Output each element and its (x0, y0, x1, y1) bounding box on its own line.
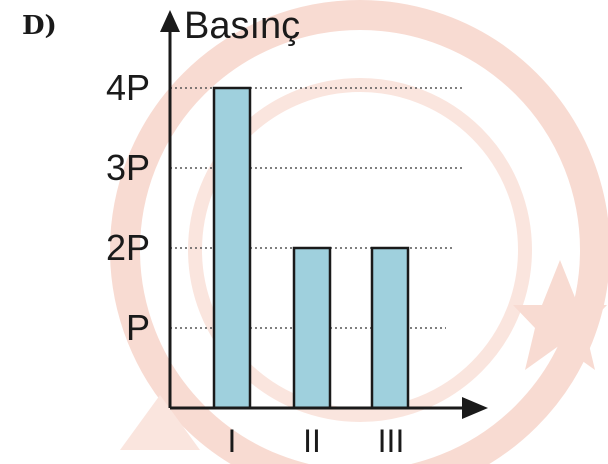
x-category-label: III (378, 423, 405, 459)
y-axis-arrow (160, 10, 180, 32)
y-tick-labels: P 2P 3P 4P (106, 67, 150, 348)
x-axis-arrow (462, 397, 488, 419)
watermark-ring-inner (188, 78, 532, 422)
watermark-ring-outer (110, 0, 608, 464)
x-category-label: I (228, 423, 237, 459)
x-category-labels: I II III (228, 423, 405, 459)
watermark-star (513, 260, 607, 370)
y-tick-label: 3P (106, 147, 150, 188)
bar (292, 246, 332, 410)
watermark-stamp (110, 0, 608, 464)
y-tick-label: 4P (106, 67, 150, 108)
bar (212, 86, 252, 410)
bar (370, 246, 410, 410)
watermark-triangle (120, 395, 200, 450)
bars (212, 86, 410, 410)
y-tick-label: 2P (106, 227, 150, 268)
y-tick-label: P (126, 307, 150, 348)
x-category-label: II (303, 423, 321, 459)
option-label: D) (22, 11, 57, 41)
y-axis-label: Basınç (184, 5, 300, 47)
